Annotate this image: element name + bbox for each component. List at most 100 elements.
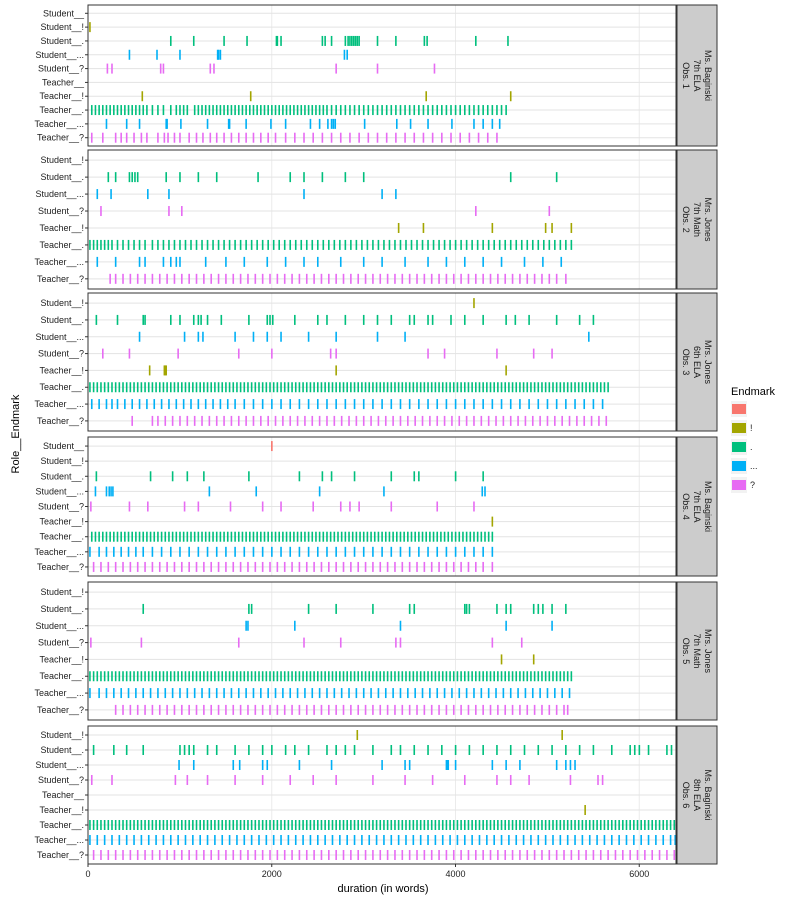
- data-point: [151, 239, 154, 250]
- data-point: [144, 239, 146, 250]
- data-point: [350, 704, 352, 715]
- facet-strip: [676, 436, 718, 577]
- data-point: [238, 760, 241, 770]
- data-point: [210, 382, 213, 393]
- data-point: [254, 850, 257, 860]
- data-point: [578, 745, 581, 755]
- data-point: [318, 688, 321, 699]
- data-point: [204, 531, 207, 542]
- data-point: [183, 331, 186, 342]
- data-point: [463, 775, 466, 785]
- data-point: [166, 820, 168, 830]
- data-point: [403, 531, 405, 542]
- facet-strip-label: Obs. 3: [681, 349, 691, 376]
- data-point: [361, 835, 363, 845]
- data-point: [330, 35, 333, 46]
- y-tick-label: Student__.: [40, 172, 84, 182]
- data-point: [234, 531, 236, 542]
- data-point: [463, 314, 466, 325]
- data-point: [179, 745, 181, 755]
- data-point: [401, 850, 404, 860]
- data-point: [568, 415, 571, 426]
- data-point: [413, 314, 416, 325]
- data-point: [588, 382, 591, 393]
- data-point: [396, 531, 398, 542]
- data-point: [307, 745, 310, 755]
- data-point: [138, 531, 141, 542]
- data-point: [381, 105, 383, 116]
- facet-panel: Student__Student__!Student__.Student__..…: [34, 4, 718, 147]
- data-point: [219, 49, 222, 60]
- data-point: [519, 671, 521, 682]
- data-point: [171, 531, 174, 542]
- data-point: [505, 365, 507, 376]
- data-point: [215, 546, 218, 557]
- panel-border: [87, 292, 677, 432]
- data-point: [331, 835, 334, 845]
- data-point: [541, 382, 543, 393]
- data-point: [478, 820, 481, 830]
- data-point: [195, 671, 198, 682]
- data-point: [443, 531, 446, 542]
- data-point: [100, 561, 102, 572]
- data-point: [111, 382, 113, 393]
- data-point: [178, 760, 180, 770]
- data-point: [504, 704, 507, 715]
- data-point: [674, 835, 676, 845]
- data-point: [125, 671, 128, 682]
- data-point: [321, 172, 324, 183]
- data-point: [335, 365, 337, 376]
- y-tick-label: Teacher__?: [37, 274, 84, 284]
- data-point: [330, 132, 333, 143]
- data-point: [129, 704, 132, 715]
- data-point: [296, 531, 299, 542]
- data-point: [226, 105, 229, 116]
- data-point: [519, 850, 521, 860]
- data-point: [267, 531, 269, 542]
- facet-strip-label: 7th ELA: [692, 59, 702, 91]
- data-point: [230, 688, 233, 699]
- data-point: [302, 820, 304, 830]
- data-row: [92, 850, 676, 860]
- data-point: [438, 704, 440, 715]
- data-point: [548, 704, 551, 715]
- legend-key: [732, 442, 746, 452]
- data-point: [495, 415, 497, 426]
- data-point: [390, 671, 393, 682]
- data-point: [165, 365, 167, 376]
- data-point: [219, 531, 222, 542]
- data-point: [544, 222, 547, 233]
- data-point: [388, 239, 391, 250]
- data-point: [309, 382, 312, 393]
- data-point: [520, 239, 523, 250]
- data-point: [394, 704, 396, 715]
- data-point: [452, 382, 455, 393]
- data-point: [404, 331, 406, 342]
- data-point: [167, 132, 169, 143]
- data-point: [361, 671, 363, 682]
- data-point: [229, 501, 232, 512]
- data-point: [313, 273, 315, 284]
- data-point: [208, 486, 211, 497]
- data-point: [433, 63, 436, 74]
- facet-strip-label: 8th ELA: [692, 779, 702, 811]
- data-point: [179, 531, 181, 542]
- data-point: [412, 671, 415, 682]
- data-point: [230, 415, 233, 426]
- data-row: [138, 331, 590, 342]
- data-point: [445, 820, 448, 830]
- data-point: [363, 118, 366, 129]
- data-point: [404, 105, 406, 116]
- data-point: [548, 671, 551, 682]
- data-point: [215, 531, 218, 542]
- data-point: [581, 382, 584, 393]
- data-point: [158, 273, 161, 284]
- data-row: [271, 441, 273, 452]
- data-point: [481, 486, 484, 497]
- data-point: [109, 105, 111, 116]
- data-point: [217, 850, 220, 860]
- data-point: [399, 620, 402, 631]
- data-point: [427, 671, 429, 682]
- data-point: [90, 531, 93, 542]
- data-point: [245, 620, 247, 631]
